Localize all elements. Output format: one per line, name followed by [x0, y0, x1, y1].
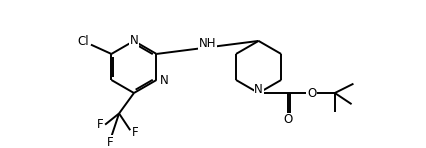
Text: O: O: [284, 114, 293, 127]
Text: F: F: [106, 136, 113, 148]
Text: F: F: [97, 118, 104, 131]
Text: Cl: Cl: [78, 35, 89, 48]
Text: N: N: [160, 74, 169, 87]
Text: O: O: [307, 87, 316, 99]
Text: N: N: [130, 34, 138, 47]
Text: F: F: [132, 126, 138, 139]
Text: NH: NH: [199, 37, 216, 50]
Text: N: N: [254, 83, 263, 96]
